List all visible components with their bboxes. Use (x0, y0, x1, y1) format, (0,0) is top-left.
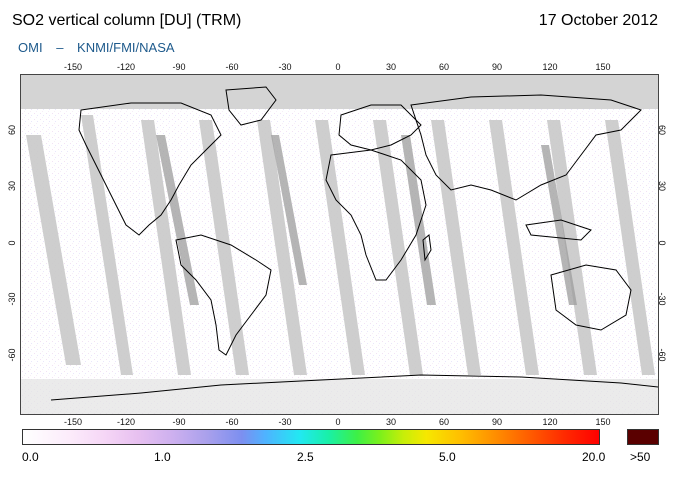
lon-tick-top: 0 (335, 62, 341, 72)
lat-tick-right: 0 (657, 240, 667, 246)
lon-tick-top: -90 (172, 62, 186, 72)
credit-line: OMI – KNMI/FMI/NASA (18, 40, 175, 55)
lon-tick-top: -120 (116, 62, 135, 72)
australia-outline (550, 264, 632, 331)
colorbar-label: 2.5 (297, 450, 314, 464)
colorbar-overflow-swatch (627, 429, 659, 445)
colorbar (22, 429, 600, 445)
lat-tick-right: -60 (657, 348, 667, 362)
orbit-gap-swaths (26, 115, 655, 375)
map-title: SO2 vertical column [DU] (TRM) (12, 12, 242, 29)
lat-tick-right: 60 (657, 124, 667, 135)
europe-outline (338, 104, 422, 151)
credit-organizations: KNMI/FMI/NASA (77, 40, 175, 55)
lon-tick-top: -30 (278, 62, 292, 72)
colorbar-label: 0.0 (22, 450, 39, 464)
lon-tick-top: 60 (438, 62, 449, 72)
lon-tick-top: 120 (542, 62, 558, 72)
colorbar-label: 1.0 (154, 450, 171, 464)
lat-tick-right: 30 (657, 180, 667, 191)
africa-outline (325, 149, 427, 281)
south-america-outline (175, 234, 272, 356)
asia-outline (410, 94, 642, 201)
lon-tick-bottom: 150 (595, 417, 611, 427)
lat-tick-left: 60 (7, 125, 17, 136)
madagascar-outline (422, 234, 432, 262)
lon-tick-top: 30 (385, 62, 396, 72)
lon-tick-bottom: -30 (278, 417, 292, 427)
lon-tick-top: -60 (225, 62, 239, 72)
map-date: 17 October 2012 (538, 12, 658, 29)
lon-tick-bottom: 0 (335, 417, 341, 427)
south-nodata-band (21, 379, 658, 414)
lon-tick-bottom: -60 (225, 417, 239, 427)
lon-tick-bottom: 120 (542, 417, 558, 427)
so2-map (20, 74, 659, 415)
lon-tick-top: -150 (63, 62, 82, 72)
credit-separator: – (56, 40, 64, 55)
antarctica-outline (50, 374, 658, 401)
lat-tick-left: -60 (7, 348, 17, 362)
continent-outlines (50, 86, 658, 401)
lon-tick-bottom: 60 (438, 417, 449, 427)
colorbar-label: 20.0 (582, 450, 606, 464)
north-nodata-band (21, 75, 658, 109)
lon-tick-bottom: 90 (491, 417, 502, 427)
colorbar-label: 5.0 (439, 450, 456, 464)
lat-tick-right: -30 (657, 292, 667, 306)
greenland-outline (225, 86, 277, 126)
lon-tick-bottom: -120 (116, 417, 135, 427)
indonesia-outline (525, 219, 592, 241)
credit-instrument: OMI (18, 40, 43, 55)
orbit-gap-swaths-dark (156, 135, 577, 305)
lon-tick-top: 90 (491, 62, 502, 72)
lat-tick-left: -30 (7, 292, 17, 306)
lon-tick-bottom: 30 (385, 417, 396, 427)
colorbar-overflow-label: >50 (630, 450, 651, 464)
lon-tick-bottom: -90 (172, 417, 186, 427)
north-america-outline (78, 102, 222, 236)
lon-tick-top: 150 (595, 62, 611, 72)
lat-tick-left: 0 (7, 240, 17, 246)
map-canvas (21, 75, 658, 414)
lat-tick-left: 30 (7, 181, 17, 192)
lon-tick-bottom: -150 (63, 417, 82, 427)
